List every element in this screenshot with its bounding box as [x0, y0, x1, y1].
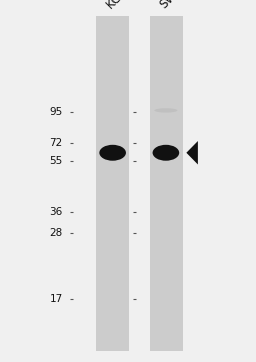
Text: SW620: SW620 [157, 0, 196, 11]
Text: 95: 95 [49, 107, 63, 117]
Bar [150, 16, 183, 351]
Polygon shape [186, 141, 198, 164]
Text: KG-1: KG-1 [103, 0, 133, 11]
Bar [96, 16, 129, 351]
Ellipse shape [154, 108, 177, 113]
Text: 36: 36 [49, 207, 63, 217]
Text: 72: 72 [49, 138, 63, 148]
Ellipse shape [99, 145, 126, 161]
Ellipse shape [153, 145, 179, 161]
Text: 55: 55 [49, 156, 63, 166]
Text: 28: 28 [49, 228, 63, 239]
Text: 17: 17 [49, 294, 63, 304]
